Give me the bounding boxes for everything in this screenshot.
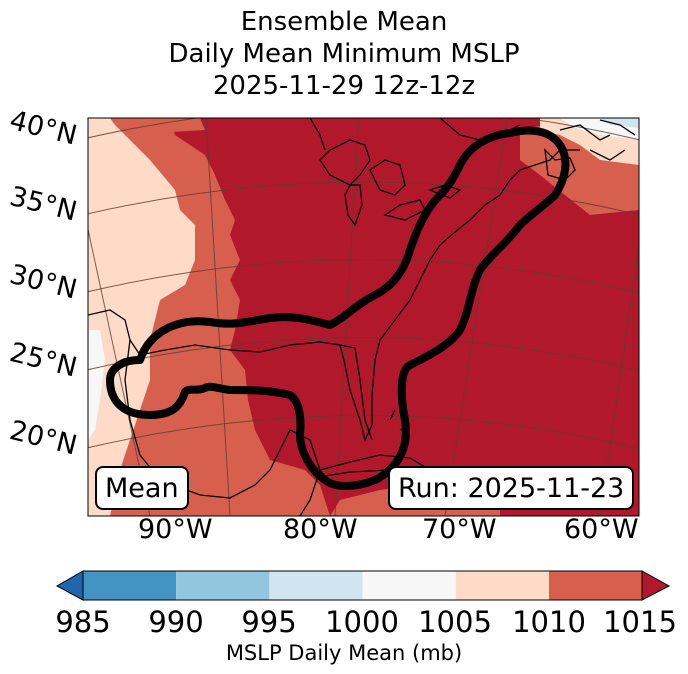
title-line-3: 2025-11-29 12z-12z [212,71,476,101]
mslp-contour [106,126,570,490]
fill-1010-1015-northeast [520,125,639,215]
fill-1000-1005-west [88,330,105,440]
colorbar-bin-1010-1015 [549,571,642,600]
colorbar-bin-990-995 [176,571,270,600]
latitude-gridlines [88,118,639,450]
run-date-box: Run: 2025-11-23 [388,466,635,510]
lon-label-60w: 60°W [564,514,639,545]
lon-label-90w: 90°W [138,514,213,545]
colorbar-bin-985-990 [83,571,177,600]
lon-label-80w: 80°W [283,514,358,545]
colorbar-tick-990: 990 [148,605,204,639]
fill-995-1000-northeast [600,118,639,128]
mean-label-box: Mean [95,466,189,510]
colorbar-under-arrow [55,570,84,601]
colorbar-tick-1010: 1010 [512,605,586,639]
colorbar-tick-1015: 1015 [603,605,677,639]
title-line-2: Daily Mean Minimum MSLP [168,39,520,69]
colorbar-tick-995: 995 [241,605,297,639]
lon-label-70w: 70°W [422,514,497,545]
colorbar-bin-1005-1010 [455,571,549,600]
fill-1010-1015-north [105,118,205,135]
colorbar-label: MSLP Daily Mean (mb) [225,641,463,665]
colorbar-tick-985: 985 [55,605,111,639]
colorbar-bin-1000-1005 [362,571,456,600]
colorbar-bin-995-1000 [269,571,363,600]
longitude-gridlines [88,118,639,516]
fill-1005-1010-west [88,118,195,516]
map-frame [87,117,640,517]
title-line-1: Ensemble Mean [240,7,448,37]
colorbar-over-arrow [641,570,671,601]
colorbar-tick-1000: 1000 [325,605,399,639]
colorbar [55,570,671,601]
colorbar-tick-1005: 1005 [418,605,492,639]
coastlines [88,118,636,516]
